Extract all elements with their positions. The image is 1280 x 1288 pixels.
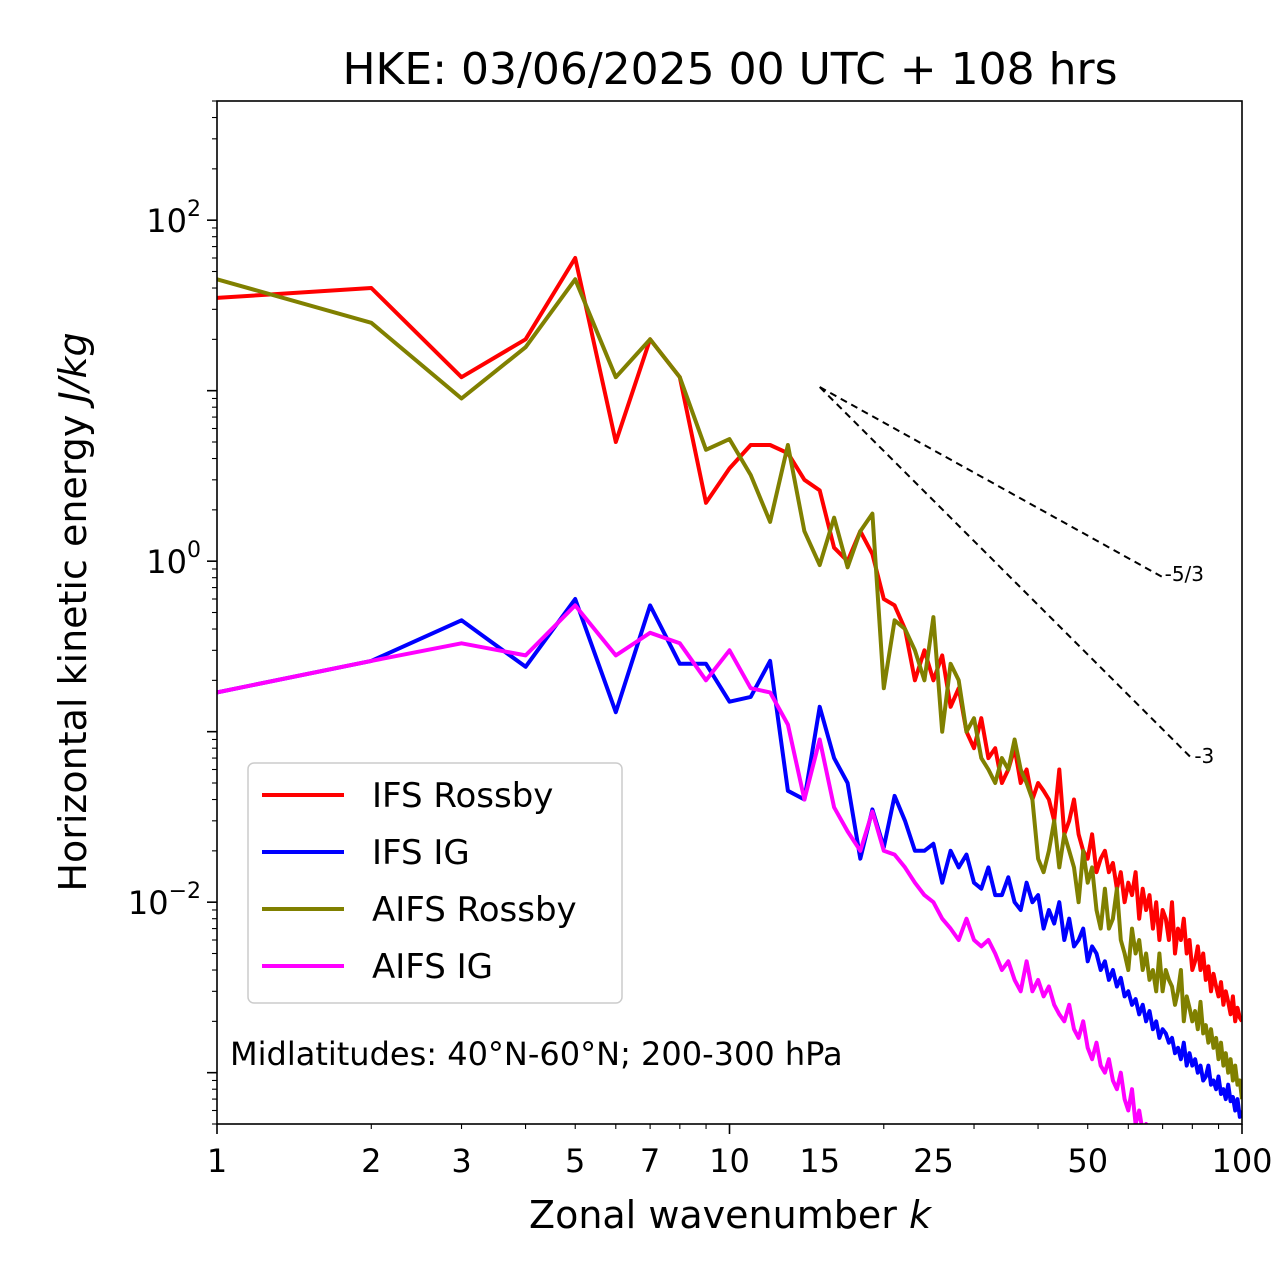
legend-label: IFS IG	[372, 833, 470, 873]
x-tick-label: 3	[451, 1142, 471, 1180]
y-tick-label: 100	[146, 538, 201, 581]
reference-slope-layer: -5/3 -3	[819, 386, 1214, 768]
region-annotation: Midlatitudes: 40°N-60°N; 200-300 hPa	[230, 1035, 843, 1073]
series-line-ifs-ig	[217, 597, 1242, 1119]
x-tick-label: 100	[1211, 1142, 1272, 1180]
legend-box	[247, 762, 623, 1004]
reference-slope-label: -5/3	[1165, 562, 1204, 586]
reference-slope-line	[819, 386, 1194, 760]
y-axis-label: Horizontal kinetic energy J/kg	[51, 332, 95, 891]
legend-label: AIFS IG	[372, 947, 493, 987]
y-tick-label: 10−2	[128, 879, 201, 922]
x-axis-ticks: 1 2 3 5 7 10 15 25 50 100	[207, 1124, 1273, 1180]
x-tick-label: 15	[799, 1142, 840, 1180]
y-tick-label: 102	[146, 197, 201, 240]
x-tick-label: 1	[207, 1142, 227, 1180]
series-line-aifs-ig	[217, 603, 1149, 1124]
chart-title: HKE: 03/06/2025 00 UTC + 108 hrs	[342, 44, 1117, 95]
legend-label: AIFS Rossby	[372, 890, 577, 930]
x-tick-label: 25	[913, 1142, 954, 1180]
x-tick-label: 5	[565, 1142, 585, 1180]
reference-slope-label: -3	[1194, 744, 1214, 768]
series-layer	[217, 256, 1242, 1124]
series-line-aifs-rossby	[217, 277, 1242, 1100]
legend: IFS Rossby IFS IG AIFS Rossby AIFS IG	[247, 762, 623, 1004]
x-tick-label: 10	[709, 1142, 750, 1180]
y-axis-ticks: 10−2 100 102	[128, 100, 217, 1125]
reference-slope-line	[819, 386, 1164, 579]
x-tick-label: 50	[1067, 1142, 1108, 1180]
legend-label: IFS Rossby	[372, 776, 553, 816]
x-tick-label: 2	[361, 1142, 381, 1180]
x-axis-label: Zonal wavenumber k	[529, 1193, 933, 1237]
x-tick-label: 7	[640, 1142, 660, 1180]
